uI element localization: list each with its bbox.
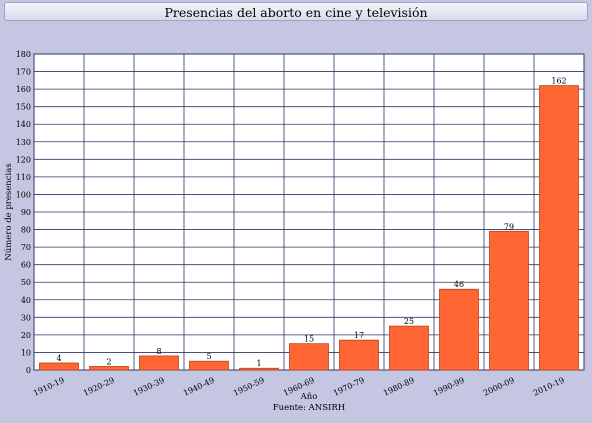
- x-tick-label: 1980-89: [382, 376, 416, 398]
- chart-title: Presencias del aborto en cine y televisi…: [164, 5, 428, 20]
- y-tick-label: 30: [21, 313, 31, 322]
- y-tick-label: 70: [21, 243, 31, 252]
- bar-value-label: 1: [256, 359, 261, 368]
- bar-value-label: 4: [56, 354, 61, 363]
- bar: [339, 339, 379, 371]
- x-tick-label: 2000-09: [482, 376, 516, 398]
- y-tick-label: 160: [16, 85, 31, 94]
- bar-value-label: 25: [404, 317, 414, 326]
- x-tick-label: 1950-59: [232, 376, 266, 398]
- bar: [89, 366, 129, 371]
- x-tick-label: 1940-49: [182, 376, 216, 398]
- bar-value-label: 15: [304, 335, 314, 344]
- bar: [389, 325, 429, 371]
- y-tick-label: 180: [16, 50, 31, 59]
- bar-value-label: 46: [454, 280, 464, 289]
- x-axis-ticks: 1910-19 1920-29 1930-39 1940-49 1950-59 1960-…: [32, 376, 566, 398]
- y-tick-label: 40: [21, 296, 31, 305]
- y-tick-label: 90: [21, 208, 31, 217]
- y-tick-label: 60: [21, 261, 31, 270]
- bar-value-label: 79: [504, 222, 514, 231]
- x-tick-label: 1930-39: [132, 376, 166, 398]
- y-tick-label: 80: [21, 226, 31, 235]
- bar: [139, 355, 179, 371]
- chart-title-bar: Presencias del aborto en cine y televisi…: [4, 2, 588, 21]
- y-axis-ticks: 0 10 20 30 40 50 60 70 80 90 100 110 120 130 140 150 160…: [16, 50, 31, 375]
- bar: [239, 367, 279, 371]
- bar: [539, 85, 579, 371]
- x-tick-label: 1970-79: [332, 376, 366, 398]
- bar-value-label: 162: [551, 77, 566, 86]
- x-tick-label: 1920-29: [82, 376, 116, 398]
- bar: [439, 288, 479, 371]
- bar-value-label: 8: [156, 347, 161, 356]
- source-footnote: Fuente: ANSIRH: [273, 403, 345, 413]
- x-tick-label: 2010-19: [532, 376, 566, 398]
- bar: [489, 230, 529, 371]
- x-tick-label: 1910-19: [32, 376, 66, 398]
- y-tick-label: 170: [16, 68, 31, 77]
- x-tick-label: 1990-99: [432, 376, 466, 398]
- bars: 4 2 8 5 1 15 17 25 46 79 162: [39, 77, 579, 371]
- bar: [289, 343, 329, 371]
- y-tick-label: 20: [21, 331, 31, 340]
- y-tick-label: 0: [26, 366, 31, 375]
- y-tick-label: 50: [21, 278, 31, 287]
- y-tick-label: 10: [21, 348, 31, 357]
- bar-value-label: 2: [106, 357, 111, 366]
- y-tick-label: 100: [16, 190, 31, 199]
- x-axis-label: Año: [300, 392, 318, 402]
- y-tick-label: 140: [16, 120, 31, 129]
- y-tick-label: 120: [16, 155, 31, 164]
- y-tick-label: 110: [16, 173, 31, 182]
- y-tick-label: 150: [16, 103, 31, 112]
- bar: [39, 362, 79, 371]
- bar: [189, 360, 229, 371]
- y-tick-label: 130: [16, 138, 31, 147]
- y-axis-label: Número de presencias: [3, 163, 14, 260]
- bar-value-label: 5: [206, 352, 211, 361]
- bar-value-label: 17: [354, 331, 364, 340]
